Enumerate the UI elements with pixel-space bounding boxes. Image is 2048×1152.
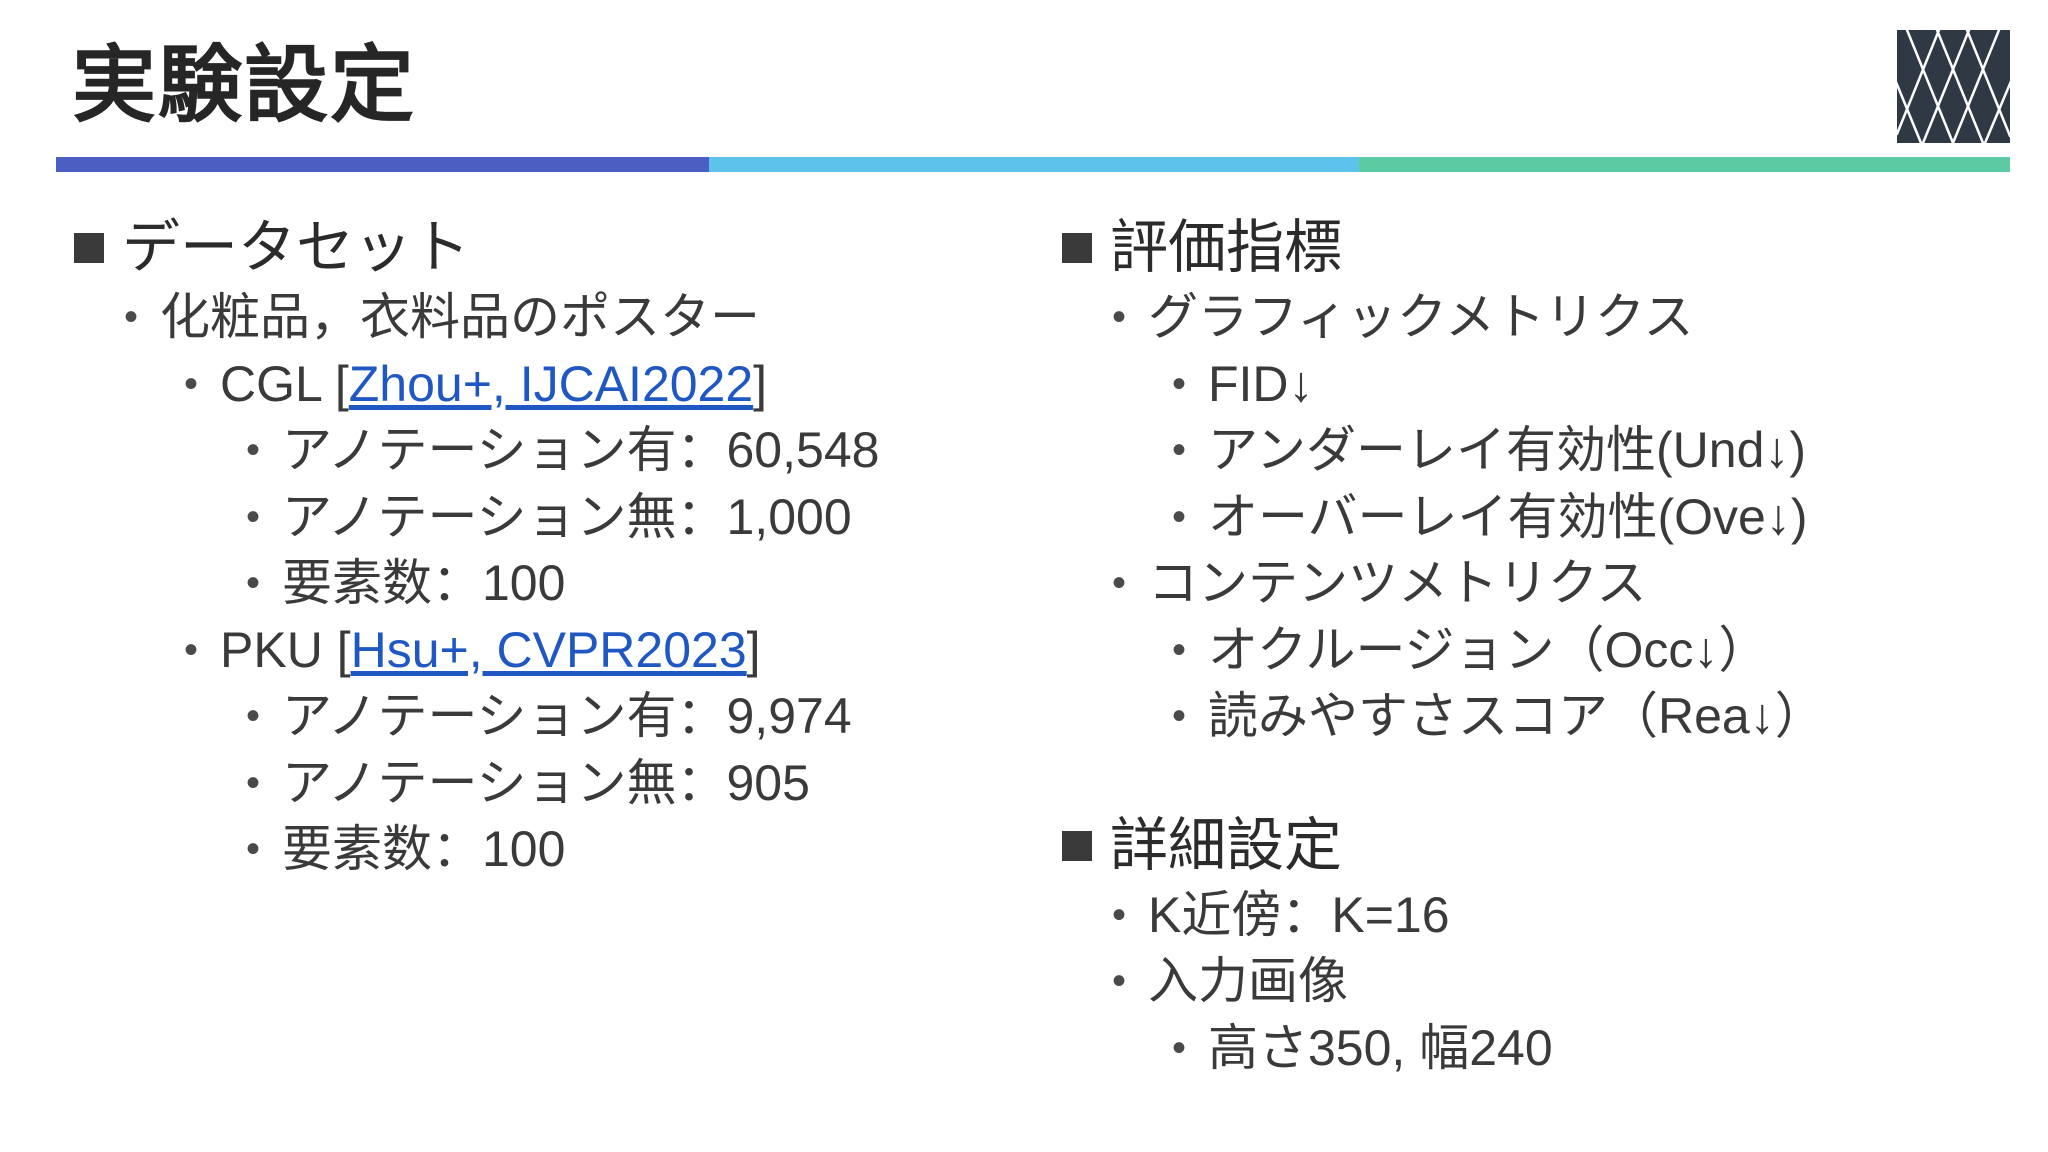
bullet-icon: • (246, 694, 261, 738)
bullet-icon: • (1112, 295, 1127, 339)
bullet-icon: • (184, 361, 199, 406)
metric-readability: • 読みやすさスコア（Rea↓） (1062, 683, 2022, 750)
left-column: データセット • 化粧品，衣料品のポスター • CGL [Zhou+, IJCAI2… (74, 212, 1034, 883)
metric-underlay: • アンダーレイ有効性(Und↓) (1062, 417, 2022, 484)
bullet-icon: • (1172, 361, 1187, 406)
bullet-icon: • (124, 295, 139, 339)
graphic-metrics: • グラフィックメトリクス (1062, 284, 2022, 351)
bullet-icon: • (1172, 428, 1187, 472)
square-bullet-icon (74, 233, 104, 263)
bullet-icon: • (1112, 561, 1127, 605)
title-rule-green (1359, 157, 2010, 172)
pku-annotated: • アノテーション有：9,974 (74, 683, 1034, 750)
content-metrics: • コンテンツメトリクス (1062, 550, 2022, 617)
dataset-cgl: • CGL [Zhou+, IJCAI2022] (74, 351, 1034, 418)
slide-title: 実験設定 (72, 36, 417, 134)
bullet-icon: • (246, 760, 261, 805)
bullet-icon: • (1172, 494, 1187, 539)
dataset-heading: データセット (74, 212, 1034, 284)
detail-knn: • K近傍：K=16 (1062, 882, 2022, 949)
metric-overlay: • オーバーレイ有効性(Ove↓) (1062, 484, 2022, 551)
bullet-icon: • (1112, 892, 1127, 937)
bullet-icon: • (246, 827, 261, 871)
bullet-icon: • (184, 627, 199, 672)
cgl-element-count: • 要素数：100 (74, 550, 1034, 617)
detail-image-size: • 高さ350, 幅240 (1062, 1015, 2022, 1082)
dataset-item-posters: • 化粧品，衣料品のポスター (74, 284, 1034, 351)
bullet-icon: • (246, 428, 261, 472)
bullet-icon: • (1172, 627, 1187, 672)
metrics-heading: 評価指標 (1062, 212, 2022, 284)
metric-occlusion: • オクルージョン（Occ↓） (1062, 617, 2022, 684)
cgl-annotated: • アノテーション有：60,548 (74, 417, 1034, 484)
bullet-icon: • (246, 561, 261, 605)
bullet-icon: • (1112, 959, 1127, 1003)
details-heading: 詳細設定 (1062, 810, 2022, 882)
bullet-icon: • (1172, 1025, 1187, 1070)
detail-input-image: • 入力画像 (1062, 948, 2022, 1015)
pku-element-count: • 要素数：100 (74, 816, 1034, 883)
square-bullet-icon (1062, 830, 1092, 861)
bullet-icon: • (1172, 694, 1187, 738)
diamond-lattice-logo-icon (1897, 30, 2010, 143)
pku-unannotated: • アノテーション無：905 (74, 750, 1034, 817)
section-spacer (1062, 750, 2022, 810)
square-bullet-icon (1062, 233, 1092, 263)
cgl-unannotated: • アノテーション無：1,000 (74, 484, 1034, 551)
dataset-pku: • PKU [Hsu+, CVPR2023] (74, 617, 1034, 684)
title-rule-cyan (709, 157, 1359, 172)
cgl-citation-link[interactable]: Zhou+, IJCAI2022 (348, 355, 754, 412)
right-column: 評価指標 • グラフィックメトリクス • FID↓ • アンダーレイ有効性(Und↓)… (1062, 212, 2022, 1081)
title-rule-blue (56, 157, 709, 172)
metric-fid: • FID↓ (1062, 351, 2022, 418)
pku-citation-link[interactable]: Hsu+, CVPR2023 (350, 621, 747, 678)
bullet-icon: • (246, 494, 261, 539)
